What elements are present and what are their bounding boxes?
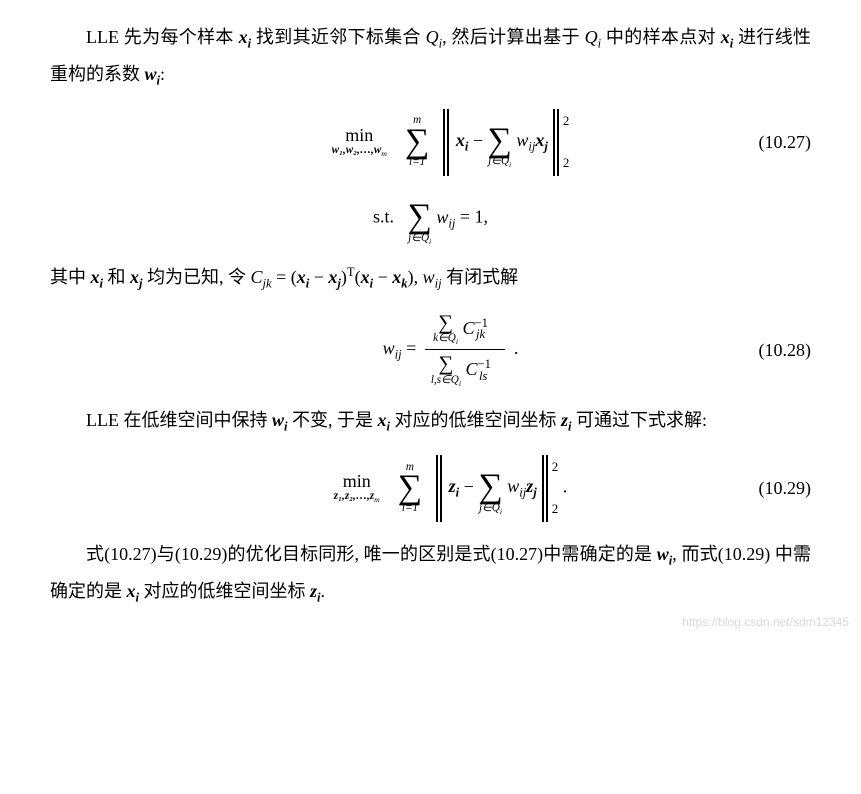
eq29-content: min z₁,z₂,…,zm m ∑ i=1 zi − ∑ j∈Qi wijzj…: [334, 455, 567, 522]
equation-10-28: wij = ∑k∈Qi C−1jk ∑l,s∈Qi C−1ls . (10.28…: [50, 311, 811, 389]
p1-text-3: , 然后计算出基于: [442, 27, 584, 47]
equation-10-29: min z₁,z₂,…,zm m ∑ i=1 zi − ∑ j∈Qi wijzj…: [50, 453, 811, 523]
eq29-number: (10.29): [759, 471, 812, 505]
equation-10-27: min w₁,w₂,…,wm m ∑ i=1 xi − ∑ j∈Qi wijxj…: [50, 107, 811, 177]
p1-text-4: 中的样本点对: [601, 27, 721, 47]
eq29-inner-sum: ∑ j∈Qi: [478, 461, 502, 516]
eq27-min: min w₁,w₂,…,wm: [332, 126, 387, 158]
eq28-content: wij = ∑k∈Qi C−1jk ∑l,s∈Qi C−1ls .: [383, 311, 519, 389]
paragraph-4: 式(10.27)与(10.29)的优化目标同形, 唯一的区别是式(10.27)中…: [50, 537, 811, 610]
eq29-outer-sum: m ∑ i=1: [398, 462, 422, 515]
watermark: https://blog.csdn.net/sdm12345: [682, 611, 849, 634]
p1-Qi: Qi: [426, 27, 443, 47]
paragraph-2: 其中 xi 和 xj 均为已知, 令 Cjk = (xi − xj)T(xi −…: [50, 260, 811, 297]
p1-colon: :: [160, 64, 165, 84]
paragraph-1: LLE 先为每个样本 xi 找到其近邻下标集合 Qi, 然后计算出基于 Qi 中…: [50, 20, 811, 93]
eq28-fraction: ∑k∈Qi C−1jk ∑l,s∈Qi C−1ls: [425, 311, 506, 389]
eq29-min: min z₁,z₂,…,zm: [334, 472, 380, 504]
eq27-st-sum: ∑ j∈Qi: [407, 191, 431, 246]
paragraph-3: LLE 在低维空间中保持 wi 不变, 于是 xi 对应的低维空间坐标 zi 可…: [50, 403, 811, 440]
eq27-norm: xi − ∑ j∈Qi wijxj 2 2: [443, 109, 570, 176]
eq27-inner-sum: ∑ j∈Qi: [487, 115, 511, 170]
p1-xi-2: xi: [721, 27, 734, 47]
p1-Qi-2: Qi: [585, 27, 602, 47]
p1-text-1: LLE 先为每个样本: [86, 27, 239, 47]
eq27-outer-sum: m ∑ i=1: [405, 115, 429, 168]
eq28-number: (10.28): [759, 332, 812, 366]
p1-text-2: 找到其近邻下标集合: [251, 27, 426, 47]
p1-wi: wi: [145, 64, 161, 84]
eq29-norm: zi − ∑ j∈Qi wijzj 2 2: [436, 455, 559, 522]
eq27-constraint: s.t. ∑ j∈Qi wij = 1,: [50, 191, 811, 246]
eq27-number: (10.27): [759, 125, 812, 159]
p1-xi: xi: [239, 27, 252, 47]
eq27-content: min w₁,w₂,…,wm m ∑ i=1 xi − ∑ j∈Qi wijxj…: [332, 109, 570, 176]
